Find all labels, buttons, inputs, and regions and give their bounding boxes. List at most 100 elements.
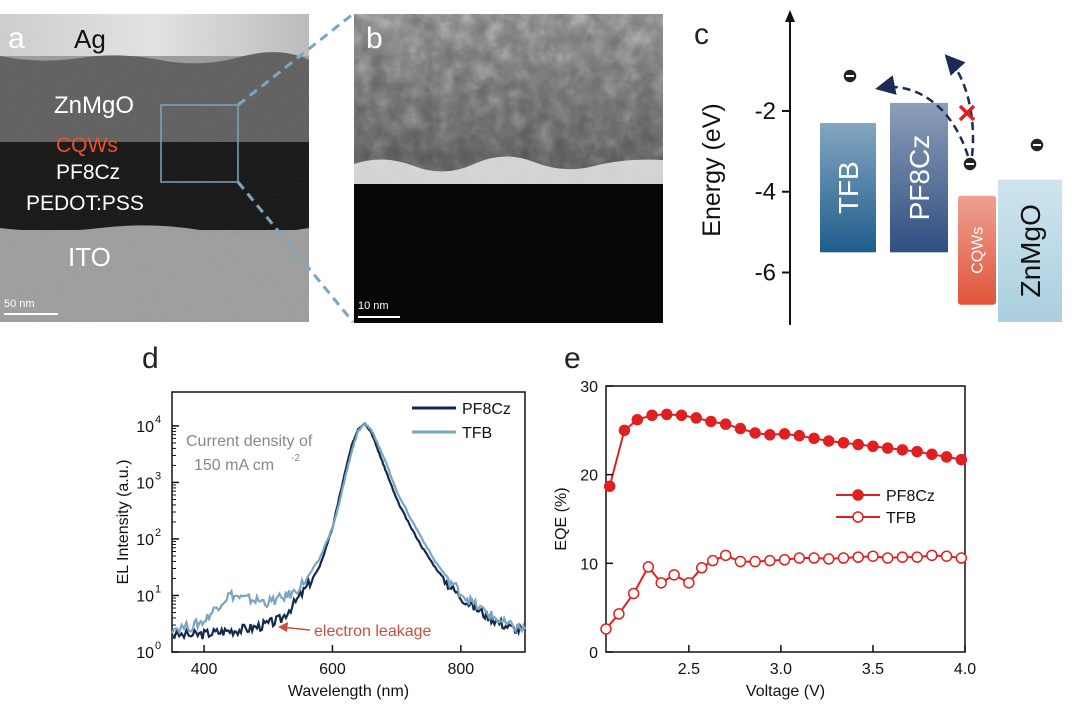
eqe-point-pf8cz-4 — [661, 408, 673, 421]
eqe-point-pf8cz-14 — [808, 432, 820, 445]
layer-pedot-label: PEDOT:PSS — [26, 192, 144, 215]
tem-zoom-image — [354, 14, 663, 323]
energy-level-diagram: -2 -4 -6 Energy (eV) TFB PF8Cz CQWs ZnMgO — [698, 10, 1062, 325]
layer-pf8cz-label: PF8Cz — [56, 161, 121, 184]
eqe-point-tfb-14 — [793, 552, 806, 564]
eqe-point-pf8cz-12 — [778, 428, 791, 440]
el-legend-label-0: PF8Cz — [462, 401, 511, 418]
eqe-point-tfb-15 — [808, 552, 820, 564]
el-legend-label-1: TFB — [462, 425, 492, 442]
el-annotation-line2: 150 mA cm — [194, 457, 274, 474]
eqe-series-pf8cz — [608, 413, 962, 487]
eqe-point-tfb-6 — [683, 577, 695, 589]
eqe-point-pf8cz-6 — [690, 412, 702, 424]
eqe-legend-label-0: PF8Cz — [886, 488, 935, 505]
eqe-xtick-label-2: 3.5 — [862, 661, 884, 678]
eqe-point-tfb-16 — [823, 553, 835, 565]
eqe-legend-marker-1 — [852, 511, 864, 523]
el-series-pf8cz — [171, 422, 527, 641]
eqe-point-pf8cz-2 — [631, 413, 644, 426]
el-leakage-label: electron leakage — [314, 623, 432, 640]
el-series-tfb — [171, 421, 527, 635]
eqe-point-tfb-5 — [668, 569, 680, 581]
eqe-point-tfb-23 — [926, 549, 938, 562]
eqe-xtick-label-3: 4.0 — [954, 661, 976, 678]
eqe-point-pf8cz-24 — [955, 453, 968, 466]
energy-bar-tfb — [820, 123, 876, 253]
panel-e: e 2.5 3.0 3.5 4.0 0 10 20 30 Voltage (V) EQE (%) P… — [540, 340, 980, 718]
blocked-cross-icon — [958, 104, 976, 122]
eqe-xaxis-title: Voltage (V) — [746, 683, 825, 700]
el-ytick-label-0: 10 — [136, 645, 154, 662]
eqe-point-pf8cz-1 — [618, 424, 631, 437]
eqe-legend-label-1: TFB — [886, 510, 916, 527]
eqe-point-pf8cz-3 — [646, 409, 658, 422]
eqe-point-tfb-8 — [707, 554, 719, 567]
eqe-ytick-label-2: 20 — [580, 468, 598, 485]
eqe-point-tfb-3 — [642, 561, 655, 573]
energy-bar-label-pf8cz: PF8Cz — [904, 135, 935, 221]
eqe-point-pf8cz-18 — [867, 440, 879, 453]
eqe-ytick-label-0: 0 — [589, 645, 598, 662]
scale-bar-b: 10 nm — [358, 300, 389, 312]
eqe-point-tfb-13 — [778, 554, 791, 566]
eqe-legend-marker-0 — [852, 489, 864, 501]
eqe-point-pf8cz-16 — [837, 436, 850, 449]
energy-axis-arrow — [785, 10, 795, 22]
el-yaxis-title: EL Intensity (a.u.) — [115, 460, 132, 585]
eqe-point-tfb-0 — [600, 623, 612, 635]
energy-tick-label-0: -2 — [755, 98, 776, 125]
el-ytick-exponent-4: 4 — [155, 414, 161, 426]
el-leakage-arrow-head — [278, 622, 288, 632]
eqe-point-pf8cz-22 — [926, 448, 938, 461]
eqe-point-pf8cz-15 — [823, 435, 835, 447]
el-ytick-exponent-1: 1 — [155, 583, 161, 595]
energy-bar-pf8cz — [890, 102, 948, 253]
eqe-point-tfb-22 — [911, 551, 923, 563]
eqe-ytick-label-1: 10 — [580, 556, 598, 573]
eqe-xtick-label-1: 3.0 — [770, 661, 792, 678]
layer-cqws-label: CQWs — [56, 134, 118, 157]
panel-b-label: b — [366, 22, 383, 55]
eqe-yaxis-title: EQE (%) — [553, 487, 570, 550]
eqe-point-pf8cz-20 — [896, 444, 909, 456]
panel-e-label: e — [564, 342, 581, 375]
energy-bar-cqws — [958, 195, 996, 305]
electron-leak-arrow-tfb — [875, 75, 970, 157]
energy-bar-label-tfb: TFB — [833, 161, 864, 214]
energy-bar-label-cqws: CQWs — [970, 227, 987, 274]
eqe-xtick-label-0: 2.5 — [678, 661, 700, 678]
energy-tick-label-2: -6 — [755, 260, 776, 287]
panel-a: a Ag ZnMgO CQWs PF8Cz PEDOT:PSS ITO 50 n… — [0, 14, 309, 322]
eqe-point-pf8cz-11 — [764, 429, 776, 441]
eqe-point-tfb-7 — [695, 562, 708, 574]
eqe-point-tfb-18 — [852, 551, 864, 563]
eqe-point-pf8cz-19 — [881, 442, 894, 454]
eqe-point-pf8cz-9 — [734, 422, 747, 435]
panel-a-label: a — [8, 22, 25, 55]
energy-bar-znmgo — [998, 179, 1062, 322]
eqe-series-tfb — [605, 554, 962, 630]
eqe-plot-frame — [605, 385, 966, 653]
el-xtick-label-1: 600 — [319, 661, 346, 678]
eqe-chart: 2.5 3.0 3.5 4.0 0 10 20 30 Voltage (V) EQE (%) PF8… — [553, 379, 976, 700]
eqe-point-tfb-9 — [719, 549, 732, 562]
el-ytick-label-3: 10 — [136, 475, 154, 492]
eqe-point-tfb-2 — [627, 587, 640, 600]
eqe-point-pf8cz-23 — [940, 451, 953, 463]
el-annotation-line1: Current density of — [186, 433, 313, 450]
scale-bar-a: 50 nm — [4, 298, 35, 310]
eqe-point-tfb-17 — [837, 552, 850, 564]
el-ytick-label-2: 10 — [136, 532, 154, 549]
layer-ag-label: Ag — [74, 24, 106, 54]
eqe-point-tfb-19 — [867, 550, 879, 562]
el-xtick-label-2: 800 — [447, 661, 474, 678]
eqe-point-tfb-12 — [764, 554, 776, 567]
eqe-point-pf8cz-0 — [603, 480, 616, 492]
eqe-point-pf8cz-7 — [705, 415, 717, 428]
eqe-point-tfb-21 — [896, 551, 909, 563]
electron-blocked-arrow-pf8cz — [944, 54, 975, 157]
eqe-point-pf8cz-10 — [749, 427, 761, 439]
panel-d: d 400 600 800 10 0 10 1 10 2 10 3 10 4 Wavelength (nm… — [100, 340, 540, 718]
